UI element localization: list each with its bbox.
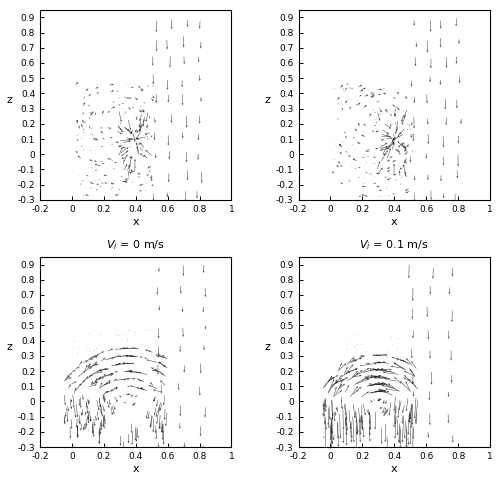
X-axis label: x: x: [391, 464, 398, 474]
Y-axis label: z: z: [6, 342, 12, 352]
Text: $V_i$ = 0 m/s: $V_i$ = 0 m/s: [106, 238, 165, 252]
Text: $V_i$ = 0.1 m/s: $V_i$ = 0.1 m/s: [360, 238, 429, 252]
X-axis label: x: x: [132, 464, 139, 474]
Y-axis label: z: z: [265, 342, 270, 352]
X-axis label: x: x: [132, 217, 139, 226]
Y-axis label: z: z: [265, 95, 270, 105]
X-axis label: x: x: [391, 217, 398, 226]
Y-axis label: z: z: [6, 95, 12, 105]
Text: $V_i$ = 0.3 m/s: $V_i$ = 0.3 m/s: [101, 485, 170, 486]
Text: $V_i$ = 0.5 m/s: $V_i$ = 0.5 m/s: [360, 485, 429, 486]
